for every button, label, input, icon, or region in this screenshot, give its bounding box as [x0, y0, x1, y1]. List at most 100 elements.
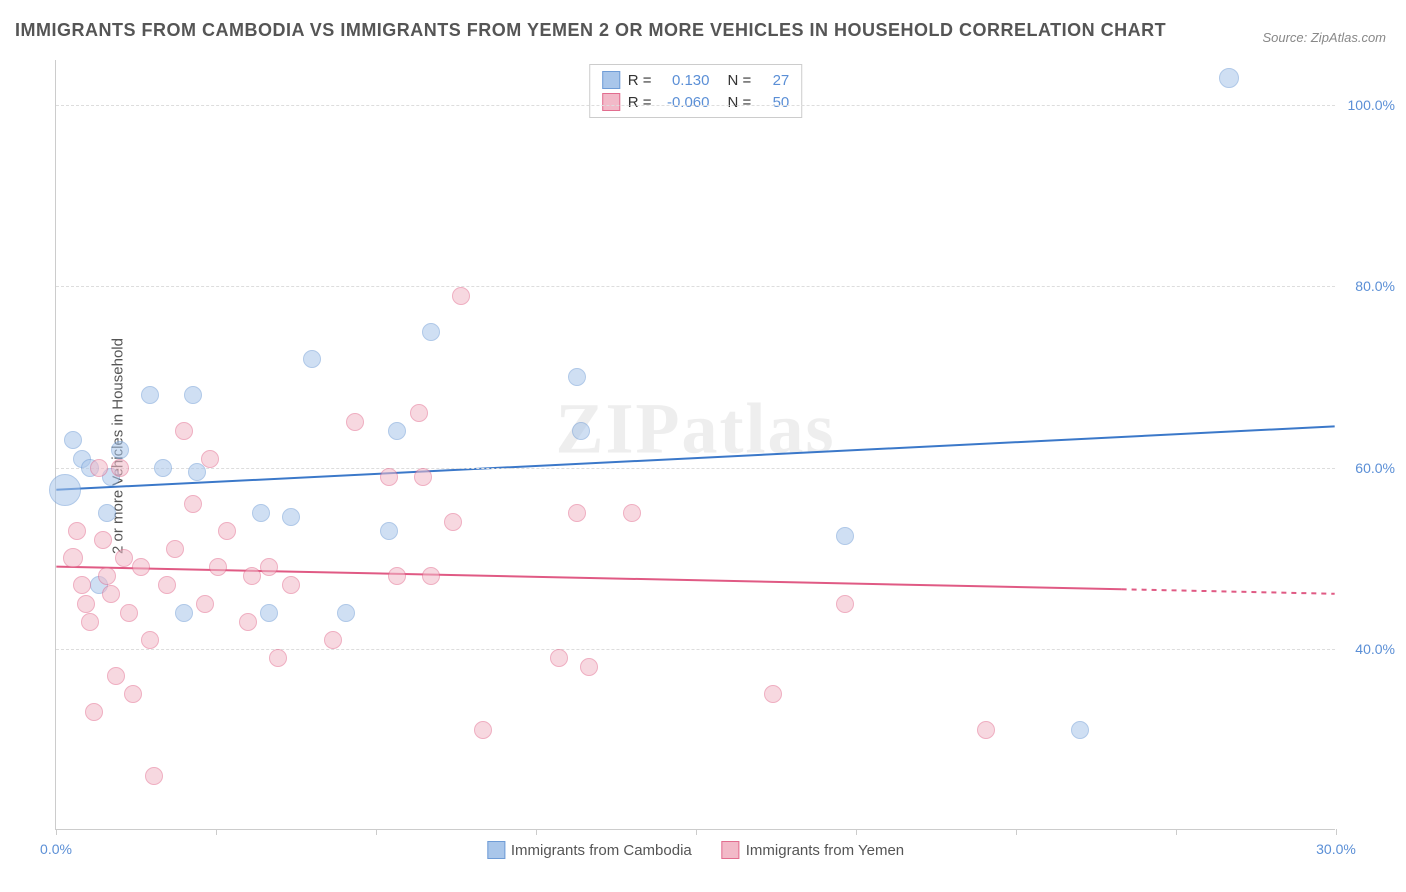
data-point — [260, 604, 278, 622]
x-tick — [56, 829, 57, 835]
data-point — [282, 576, 300, 594]
data-point — [201, 450, 219, 468]
data-point — [141, 386, 159, 404]
chart-plot-area: ZIPatlas R =0.130N =27R =-0.060N =50 Imm… — [55, 60, 1335, 830]
x-tick-label: 30.0% — [1316, 841, 1356, 857]
legend-row: R = -0.060 N = 50 — [602, 91, 790, 113]
data-point — [175, 422, 193, 440]
data-point — [63, 548, 83, 568]
trend-line — [56, 426, 1334, 489]
series-legend: Immigrants from Cambodia Immigrants from … — [487, 841, 904, 859]
data-point — [239, 613, 257, 631]
data-point — [836, 527, 854, 545]
data-point — [166, 540, 184, 558]
data-point — [977, 721, 995, 739]
n-value: 50 — [759, 94, 789, 111]
legend-label: Immigrants from Yemen — [746, 842, 904, 859]
data-point — [196, 595, 214, 613]
y-tick-label: 60.0% — [1355, 460, 1395, 476]
data-point — [252, 504, 270, 522]
data-point — [68, 522, 86, 540]
data-point — [568, 368, 586, 386]
data-point — [188, 463, 206, 481]
data-point — [474, 721, 492, 739]
data-point — [380, 468, 398, 486]
x-tick — [216, 829, 217, 835]
legend-label: Immigrants from Cambodia — [511, 842, 692, 859]
data-point — [623, 504, 641, 522]
data-point — [120, 604, 138, 622]
x-tick — [696, 829, 697, 835]
data-point — [184, 495, 202, 513]
chart-title: IMMIGRANTS FROM CAMBODIA VS IMMIGRANTS F… — [15, 20, 1166, 41]
x-tick — [1176, 829, 1177, 835]
y-tick-label: 80.0% — [1355, 278, 1395, 294]
r-value: -0.060 — [660, 94, 710, 111]
data-point — [414, 468, 432, 486]
x-tick — [1016, 829, 1017, 835]
n-label: N = — [728, 94, 752, 111]
legend-swatch — [602, 93, 620, 111]
data-point — [102, 585, 120, 603]
legend-swatch — [602, 71, 620, 89]
data-point — [209, 558, 227, 576]
r-label: R = — [628, 94, 652, 111]
data-point — [422, 567, 440, 585]
data-point — [90, 459, 108, 477]
data-point — [175, 604, 193, 622]
x-tick — [1336, 829, 1337, 835]
data-point — [388, 422, 406, 440]
n-value: 27 — [759, 72, 789, 89]
data-point — [49, 474, 81, 506]
data-point — [77, 595, 95, 613]
data-point — [98, 567, 116, 585]
data-point — [85, 703, 103, 721]
r-value: 0.130 — [660, 72, 710, 89]
data-point — [111, 459, 129, 477]
data-point — [132, 558, 150, 576]
correlation-legend: R = 0.130 N = 27 R = -0.060 N = 50 — [589, 64, 803, 118]
trend-lines-layer — [56, 60, 1335, 829]
data-point — [1071, 721, 1089, 739]
data-point — [107, 667, 125, 685]
data-point — [380, 522, 398, 540]
legend-swatch — [487, 841, 505, 859]
legend-row: R = 0.130 N = 27 — [602, 69, 790, 91]
data-point — [1219, 68, 1239, 88]
data-point — [410, 404, 428, 422]
data-point — [154, 459, 172, 477]
data-point — [324, 631, 342, 649]
data-point — [550, 649, 568, 667]
data-point — [111, 441, 129, 459]
n-label: N = — [728, 72, 752, 89]
gridline — [56, 649, 1335, 650]
data-point — [269, 649, 287, 667]
data-point — [836, 595, 854, 613]
legend-item: Immigrants from Cambodia — [487, 841, 692, 859]
data-point — [73, 576, 91, 594]
gridline — [56, 286, 1335, 287]
y-tick-label: 100.0% — [1348, 97, 1395, 113]
data-point — [158, 576, 176, 594]
data-point — [568, 504, 586, 522]
data-point — [388, 567, 406, 585]
data-point — [337, 604, 355, 622]
data-point — [260, 558, 278, 576]
gridline — [56, 468, 1335, 469]
trend-line-extrapolated — [1122, 589, 1335, 594]
x-tick — [376, 829, 377, 835]
data-point — [572, 422, 590, 440]
data-point — [243, 567, 261, 585]
data-point — [346, 413, 364, 431]
data-point — [303, 350, 321, 368]
watermark-text: ZIPatlas — [555, 388, 835, 471]
data-point — [115, 549, 133, 567]
r-label: R = — [628, 72, 652, 89]
data-point — [81, 613, 99, 631]
legend-swatch — [722, 841, 740, 859]
data-point — [94, 531, 112, 549]
data-point — [124, 685, 142, 703]
source-attribution: Source: ZipAtlas.com — [1262, 30, 1386, 45]
data-point — [422, 323, 440, 341]
data-point — [282, 508, 300, 526]
